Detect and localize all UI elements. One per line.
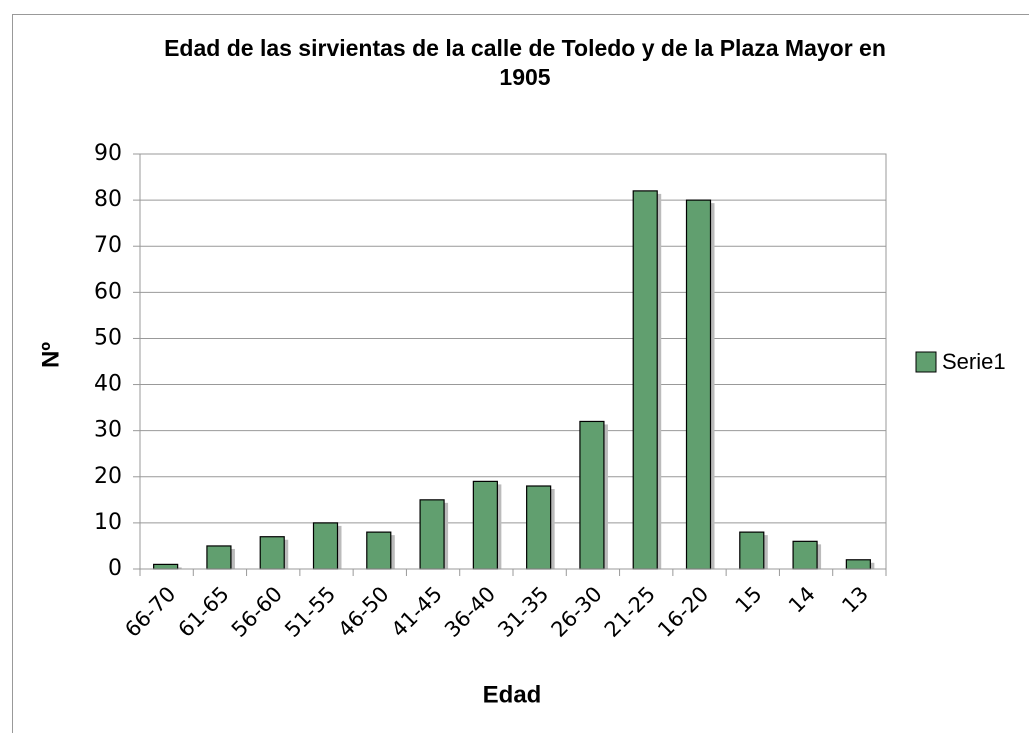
bar <box>526 485 552 570</box>
y-axis-label: Nº <box>37 342 64 368</box>
bar <box>419 499 445 570</box>
y-tick-label: 60 <box>94 279 122 304</box>
x-tick-label: 66-70 <box>120 582 180 642</box>
bar <box>685 199 712 570</box>
y-tick-label: 40 <box>94 372 122 397</box>
bar <box>472 480 498 570</box>
y-tick-label: 50 <box>94 325 122 350</box>
bar <box>153 563 179 570</box>
plot-border <box>139 153 887 570</box>
chart-title: Edad de las sirvientas de la calle de To… <box>164 35 886 90</box>
x-tick-label: 51-55 <box>280 582 340 642</box>
x-tick-label: 31-35 <box>493 582 553 642</box>
bar <box>739 531 765 570</box>
x-axis-label: Edad <box>483 681 542 708</box>
y-tick-label: 70 <box>94 233 122 258</box>
x-tick-label: 16-20 <box>653 582 713 642</box>
y-tick-label: 80 <box>94 187 122 212</box>
frame <box>12 14 1029 733</box>
x-tick-label: 15 <box>731 582 767 618</box>
legend-label: Serie1 <box>942 349 1006 374</box>
y-tick-label: 30 <box>94 418 122 443</box>
x-tick-label: 14 <box>784 582 820 618</box>
bar <box>312 522 339 570</box>
x-tick-label: 56-60 <box>227 582 287 642</box>
bar <box>366 531 392 570</box>
bar <box>792 540 818 570</box>
x-tick-label: 61-65 <box>174 582 234 642</box>
x-tick-label: 36-40 <box>440 582 500 642</box>
legend-swatch <box>915 351 937 373</box>
y-tick-label: 10 <box>94 510 122 535</box>
x-tick-label: 26-30 <box>547 582 607 642</box>
y-tick-label: 20 <box>94 464 122 489</box>
x-tick-label: 21-25 <box>600 582 660 642</box>
y-tick-label: 0 <box>108 556 122 581</box>
bar <box>259 536 285 570</box>
x-tick-label: 46-50 <box>333 582 393 642</box>
bar <box>845 559 871 570</box>
x-tick-label: 41-45 <box>387 582 447 642</box>
y-tick-label: 90 <box>94 141 122 166</box>
bar <box>632 190 658 570</box>
x-tick-label: 13 <box>837 582 873 618</box>
bar <box>206 545 232 570</box>
bar <box>579 420 605 570</box>
